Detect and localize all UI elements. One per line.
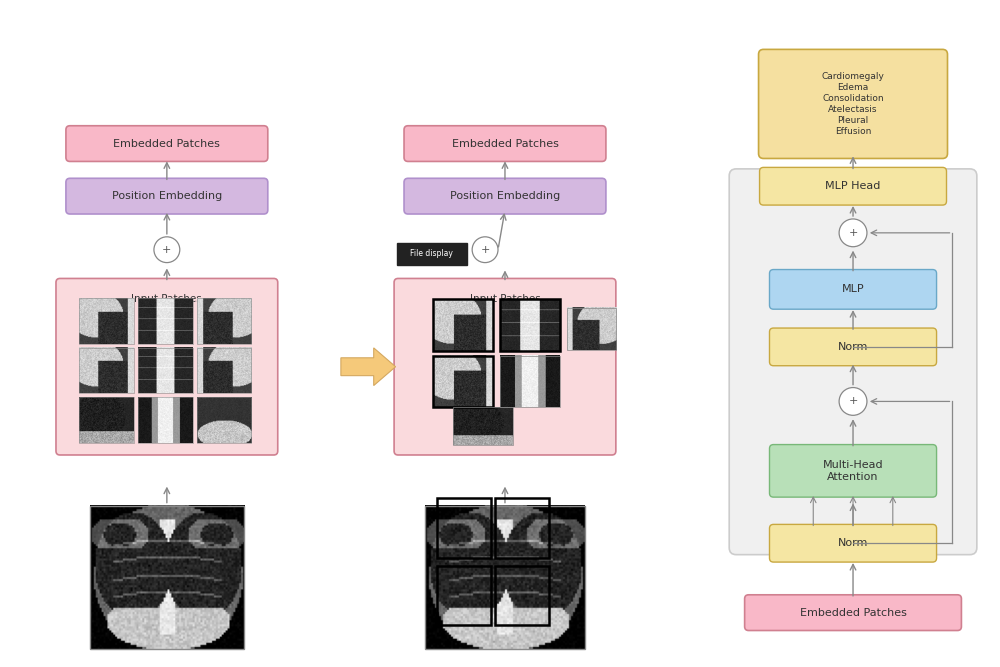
Bar — [197, 398, 251, 443]
Text: Position Embedding: Position Embedding — [450, 191, 560, 201]
Bar — [495, 566, 549, 625]
Bar — [197, 348, 251, 394]
Bar — [437, 498, 491, 558]
Text: Cardiomegaly
Edema
Consolidation
Atelectasis
Pleural
Effusion: Cardiomegaly Edema Consolidation Atelect… — [822, 71, 884, 136]
FancyBboxPatch shape — [769, 269, 937, 309]
Bar — [138, 298, 193, 344]
Bar — [437, 566, 491, 625]
Text: Embedded Patches: Embedded Patches — [452, 139, 558, 149]
Bar — [425, 506, 585, 650]
Text: Input Patches: Input Patches — [470, 294, 540, 304]
FancyBboxPatch shape — [66, 178, 268, 214]
Bar — [500, 356, 560, 408]
FancyBboxPatch shape — [397, 243, 467, 265]
Text: Input Patches: Input Patches — [131, 294, 202, 304]
Bar — [453, 408, 513, 445]
FancyBboxPatch shape — [404, 126, 606, 161]
Circle shape — [839, 388, 867, 416]
FancyBboxPatch shape — [769, 328, 937, 366]
Text: MLP: MLP — [842, 284, 864, 294]
Bar — [500, 299, 560, 351]
FancyBboxPatch shape — [56, 278, 278, 455]
Text: Norm: Norm — [838, 342, 868, 352]
Circle shape — [839, 219, 867, 247]
Text: Norm: Norm — [838, 538, 868, 548]
Bar — [79, 398, 134, 443]
Bar — [433, 299, 493, 351]
FancyBboxPatch shape — [745, 595, 961, 630]
FancyBboxPatch shape — [769, 445, 937, 497]
Bar — [138, 348, 193, 394]
Text: Embedded Patches: Embedded Patches — [113, 139, 220, 149]
Bar — [433, 356, 493, 408]
Text: Position Embedding: Position Embedding — [112, 191, 222, 201]
Text: Embedded Patches: Embedded Patches — [800, 608, 906, 618]
Bar — [495, 498, 549, 558]
Text: File display: File display — [410, 249, 453, 258]
Circle shape — [154, 237, 180, 263]
Text: +: + — [480, 245, 490, 255]
Text: +: + — [162, 245, 172, 255]
Bar — [79, 298, 134, 344]
Bar — [90, 506, 244, 650]
Circle shape — [472, 237, 498, 263]
Bar — [79, 348, 134, 394]
FancyBboxPatch shape — [769, 524, 937, 562]
Bar — [197, 298, 251, 344]
FancyBboxPatch shape — [760, 167, 947, 205]
Bar — [138, 398, 193, 443]
Text: +: + — [848, 396, 858, 406]
FancyBboxPatch shape — [729, 169, 977, 555]
FancyBboxPatch shape — [759, 49, 948, 159]
FancyBboxPatch shape — [66, 126, 268, 161]
Bar — [567, 307, 616, 350]
FancyArrow shape — [341, 348, 396, 386]
Text: MLP Head: MLP Head — [825, 181, 881, 191]
Text: +: + — [848, 228, 858, 238]
FancyBboxPatch shape — [394, 278, 616, 455]
Text: Multi-Head
Attention: Multi-Head Attention — [823, 460, 883, 482]
FancyBboxPatch shape — [404, 178, 606, 214]
